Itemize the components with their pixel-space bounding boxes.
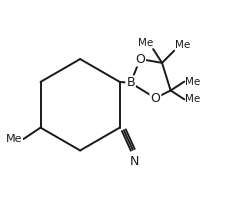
Text: N: N — [129, 155, 139, 168]
Text: Me: Me — [138, 38, 153, 48]
Text: O: O — [135, 53, 145, 66]
Text: Me: Me — [175, 40, 190, 50]
Text: Me: Me — [6, 134, 22, 144]
Text: Me: Me — [185, 94, 200, 104]
Text: Me: Me — [185, 77, 200, 87]
Text: B: B — [126, 76, 135, 89]
Text: O: O — [151, 92, 160, 105]
